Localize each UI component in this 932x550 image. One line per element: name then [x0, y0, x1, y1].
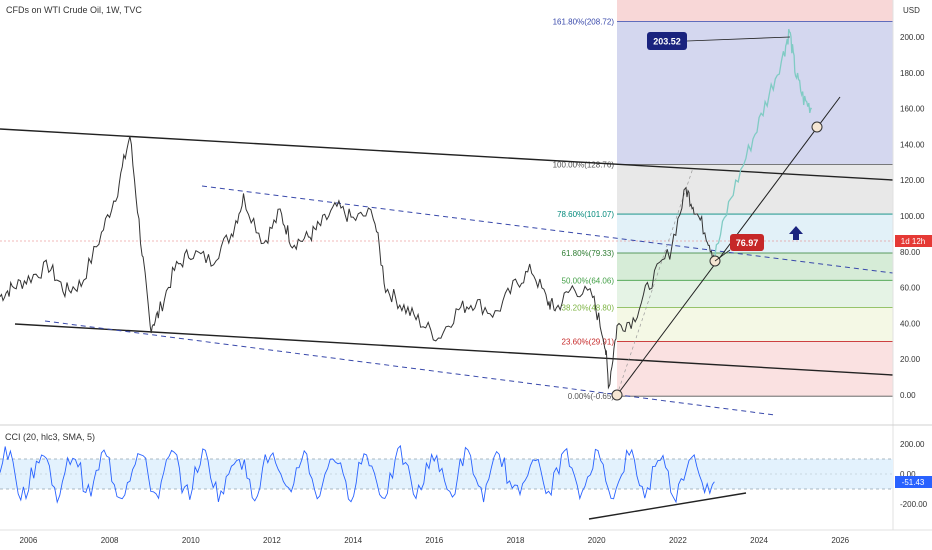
cci-value-badge	[895, 476, 932, 488]
fib-level-label: 0.00%(-0.65)	[568, 392, 615, 401]
time-tick-label: 2018	[507, 536, 525, 545]
current-callout-box[interactable]	[730, 234, 764, 251]
cci-series-line	[0, 444, 715, 504]
dashed-trend-upper[interactable]	[201, 185, 894, 274]
channel-upper-line[interactable]	[0, 128, 894, 181]
price-tick-label: 160.00	[900, 105, 925, 114]
current-callout-text: 76.97	[736, 238, 759, 248]
price-tick-label: 100.00	[900, 212, 925, 221]
fib-zone	[617, 307, 893, 342]
fib-level-label: 61.80%(79.33)	[562, 249, 615, 258]
current-price-badge	[895, 235, 932, 247]
time-tick-label: 2006	[20, 536, 38, 545]
price-tick-label: 120.00	[900, 176, 925, 185]
fib-level-label: 50.00%(64.06)	[562, 276, 615, 285]
chart-title: CFDs on WTI Crude Oil, 1W, TVC	[6, 5, 142, 15]
fib-zone	[617, 252, 893, 281]
time-tick-label: 2020	[588, 536, 606, 545]
fib-zone	[617, 280, 893, 308]
fib-level-label: 38.20%(48.80)	[562, 304, 615, 313]
fib-level-label: 78.60%(101.07)	[557, 210, 614, 219]
cci-tick-label: 0.00	[900, 470, 916, 479]
current-callout-connector	[714, 249, 731, 262]
fib-zone-top	[617, 0, 893, 22]
time-tick-label: 2010	[182, 536, 200, 545]
fib-zone	[617, 341, 893, 397]
price-tick-label: 20.00	[900, 355, 921, 364]
time-tick-label: 2016	[425, 536, 443, 545]
cci-tick-label: 200.00	[900, 440, 925, 449]
price-tick-label: 0.00	[900, 391, 916, 400]
price-tick-label: 180.00	[900, 69, 925, 78]
current-price-badge-text: 1d 12h	[901, 237, 925, 246]
cci-label: CCI (20, hlc3, SMA, 5)	[5, 432, 95, 442]
target-marker-circle[interactable]	[811, 121, 823, 133]
time-tick-label: 2026	[831, 536, 849, 545]
forecast-series-line	[713, 28, 812, 261]
cci-value-badge-text: -51.43	[902, 478, 925, 487]
price-tick-label: 200.00	[900, 33, 925, 42]
time-tick-label: 2014	[344, 536, 362, 545]
price-series-line	[0, 136, 715, 390]
fib-anchor-line	[616, 167, 694, 396]
price-tick-label: 140.00	[900, 140, 925, 149]
price-axis[interactable]: 200.00 180.00 160.00 140.00 120.00 100.00 80.0…	[900, 33, 925, 400]
cci-axis[interactable]: 200.00 0.00 -200.00	[900, 440, 928, 509]
price-tick-label: 40.00	[900, 319, 921, 328]
cci-divergence-line[interactable]	[588, 492, 747, 520]
price-axis-currency: USD	[903, 6, 920, 15]
time-tick-label: 2008	[101, 536, 119, 545]
peak-callout-connector	[686, 36, 791, 42]
price-tick-label: 60.00	[900, 284, 921, 293]
dashed-trend-lower[interactable]	[44, 320, 776, 416]
rising-trendline[interactable]	[616, 96, 841, 396]
fib-level-label: 161.80%(208.72)	[553, 17, 615, 26]
peak-callout-text: 203.52	[653, 37, 681, 47]
peak-callout-box[interactable]	[647, 32, 687, 50]
time-axis[interactable]: 2006 2008 2010 2012 2014 2016 2018 2020 2022 2024…	[20, 536, 850, 545]
time-tick-label: 2022	[669, 536, 687, 545]
channel-lower-line[interactable]	[14, 323, 894, 376]
time-tick-label: 2024	[750, 536, 768, 545]
time-tick-label: 2012	[263, 536, 281, 545]
up-arrow-icon	[789, 226, 803, 240]
price-tick-label: 80.00	[900, 248, 921, 257]
fib-level-label: 100.00%(128.76)	[553, 161, 615, 170]
fib-level-label: 23.60%(29.91)	[562, 337, 615, 346]
cci-tick-label: -200.00	[900, 500, 928, 509]
low-marker-circle[interactable]	[611, 389, 623, 401]
